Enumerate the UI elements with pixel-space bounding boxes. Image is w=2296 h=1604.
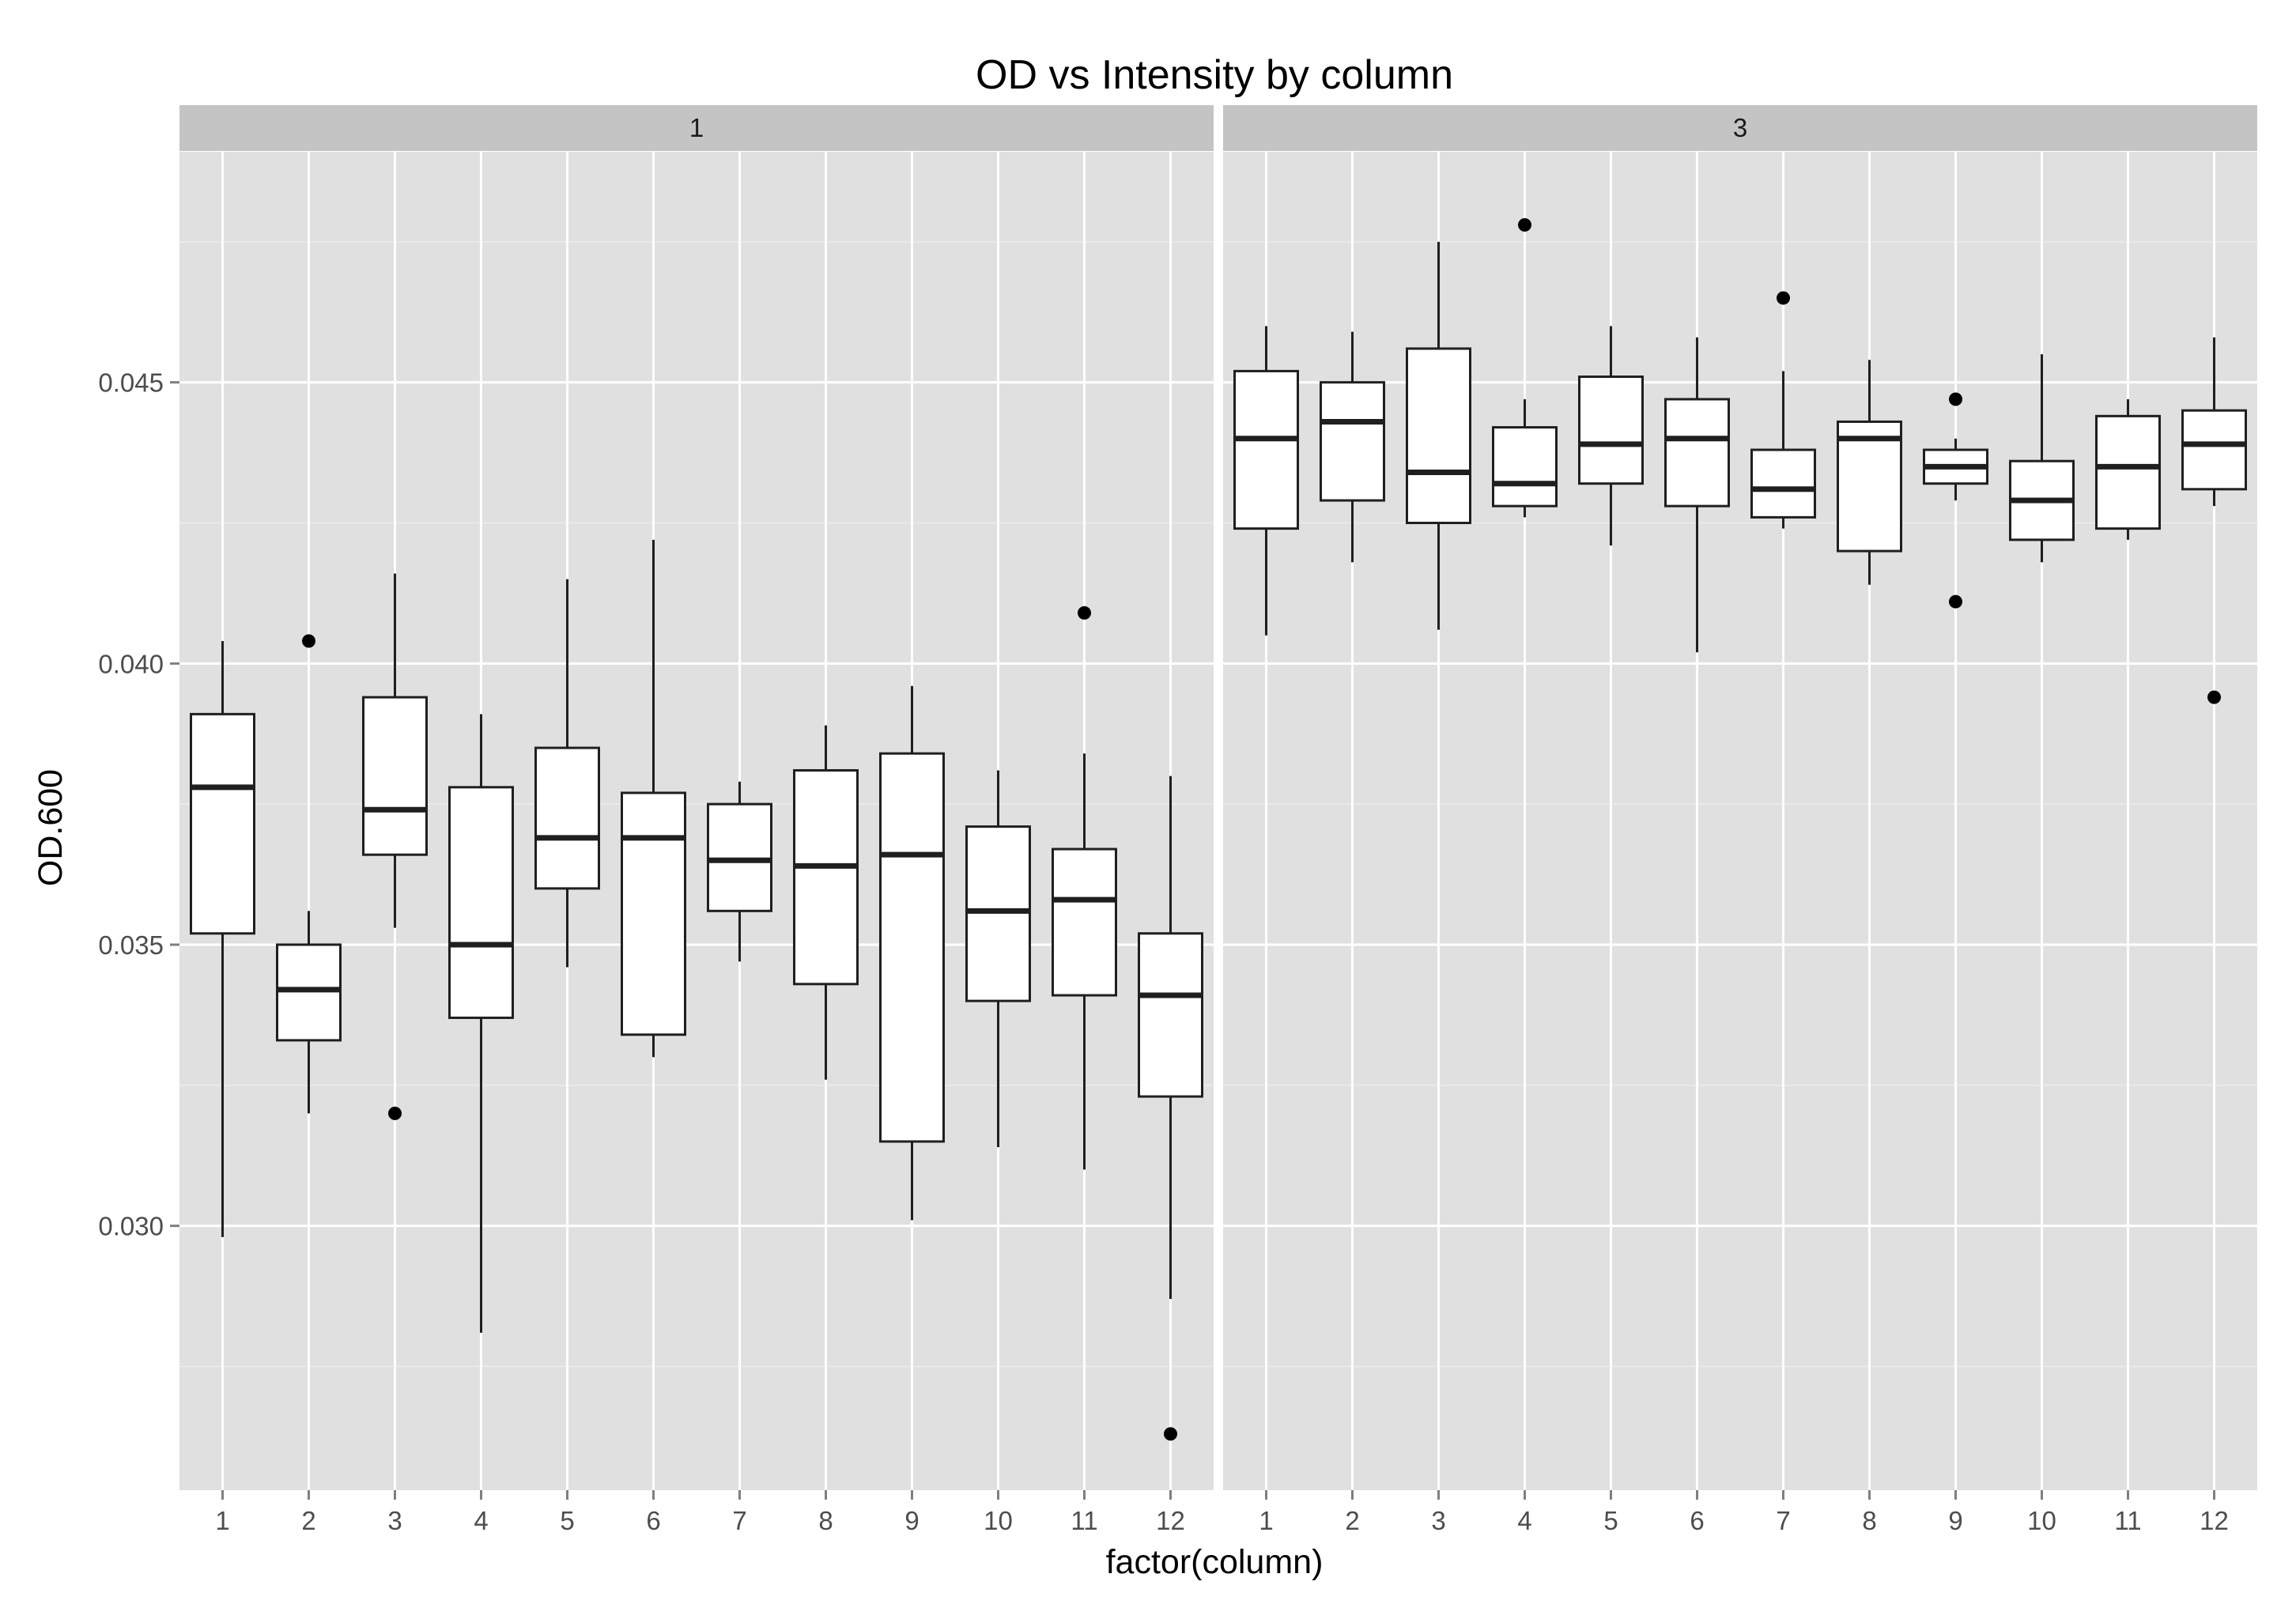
box [707, 802, 772, 912]
box [1492, 426, 1558, 508]
box [1664, 398, 1730, 508]
box-group [2009, 354, 2075, 563]
box-group [621, 539, 686, 1058]
box-group [1138, 776, 1203, 1441]
outlier-point [1777, 291, 1790, 305]
box [1052, 847, 1117, 997]
box [534, 746, 600, 890]
x-tick-label: 8 [818, 1506, 833, 1535]
x-tick-label: 6 [1690, 1506, 1704, 1535]
x-tick-label: 1 [215, 1506, 229, 1535]
facet-strip-label: 1 [689, 113, 704, 142]
box-group [1664, 337, 1730, 653]
box [2181, 409, 2247, 491]
outlier-point [388, 1106, 402, 1120]
y-tick-label: 0.035 [98, 930, 164, 960]
box-group [1406, 241, 1471, 630]
box [879, 752, 945, 1143]
box [793, 768, 859, 986]
box [1138, 932, 1203, 1098]
x-tick-label: 12 [2200, 1506, 2229, 1535]
y-tick-label: 0.045 [98, 368, 164, 398]
facet-strip [1223, 105, 2257, 151]
box-group [1320, 331, 1385, 563]
x-tick-label: 5 [1603, 1506, 1618, 1535]
x-axis-title: factor(column) [1106, 1543, 1324, 1581]
x-tick-label: 8 [1862, 1506, 1876, 1535]
x-tick-label: 1 [1259, 1506, 1273, 1535]
outlier-point [1518, 217, 1531, 232]
box [1750, 448, 1816, 519]
box-group [1492, 217, 1558, 518]
box [965, 825, 1031, 1002]
box-group [276, 634, 342, 1114]
facet-panel-1: 11 2 3 4 5 6 7 8 9 10 11 12 [179, 105, 1214, 1535]
outlier-point [2207, 690, 2221, 704]
box [1406, 347, 1471, 524]
box [2095, 414, 2161, 530]
box [190, 712, 255, 935]
facet-strip-label: 3 [1733, 113, 1747, 142]
y-axis-title: OD.600 [32, 769, 70, 886]
x-tick-label: 10 [2027, 1506, 2056, 1535]
x-tick-label: 12 [1156, 1506, 1185, 1535]
box [621, 791, 686, 1036]
box-group [1578, 326, 1644, 545]
outlier-point [1949, 594, 1962, 609]
box-group [190, 640, 255, 1237]
box [1837, 420, 1902, 553]
x-tick-label: 5 [560, 1506, 574, 1535]
x-tick-label: 10 [984, 1506, 1013, 1535]
x-tick-label: 11 [2114, 1506, 2141, 1535]
box [1320, 381, 1385, 502]
box-group [965, 770, 1031, 1148]
panel-background [1223, 152, 2257, 1490]
box-group [1750, 291, 1816, 529]
outlier-point [302, 634, 315, 648]
x-tick-label: 4 [474, 1506, 488, 1535]
box-group [2095, 398, 2161, 540]
box-group [1923, 392, 1988, 609]
x-tick-label: 9 [904, 1506, 919, 1535]
box-group [707, 781, 772, 962]
box [1578, 376, 1644, 485]
box-group [534, 579, 600, 968]
box [448, 786, 514, 1019]
x-tick-label: 3 [387, 1506, 402, 1535]
x-tick-label: 4 [1517, 1506, 1531, 1535]
box-group [448, 714, 514, 1333]
x-tick-label: 7 [732, 1506, 746, 1535]
y-tick-label: 0.040 [98, 649, 164, 678]
x-tick-label: 7 [1776, 1506, 1790, 1535]
x-tick-label: 6 [646, 1506, 660, 1535]
box-group [1052, 606, 1117, 1170]
chart-title: OD vs Intensity by column [976, 52, 1453, 98]
box [276, 943, 342, 1042]
box-group [1837, 360, 1902, 585]
x-tick-label: 2 [1345, 1506, 1359, 1535]
facet-strip [179, 105, 1214, 151]
box-group [793, 725, 859, 1080]
x-tick-label: 3 [1431, 1506, 1445, 1535]
y-tick-label: 0.030 [98, 1212, 164, 1241]
panel-background [179, 152, 1214, 1490]
outlier-point [1164, 1427, 1177, 1441]
outlier-point [1949, 392, 1962, 406]
outlier-point [1078, 606, 1091, 620]
box [1233, 369, 1299, 530]
x-tick-label: 2 [301, 1506, 315, 1535]
box-group [879, 685, 945, 1221]
x-tick-label: 9 [1948, 1506, 1962, 1535]
facet-panel-3: 31 2 3 4 5 6 7 8 9 10 11 12 [1223, 105, 2257, 1535]
box-group [2181, 337, 2247, 704]
x-tick-label: 11 [1071, 1506, 1097, 1535]
box [362, 696, 428, 856]
box-group [362, 573, 428, 1120]
box-group [1233, 326, 1299, 636]
